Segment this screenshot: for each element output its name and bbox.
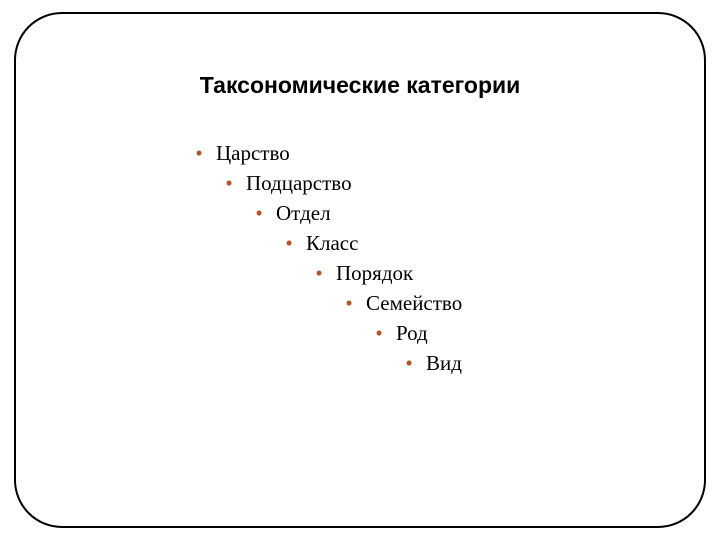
taxonomy-item-label: Отдел (276, 198, 331, 228)
bullet-icon: • (310, 258, 328, 288)
taxonomy-list: •Царство•Подцарство•Отдел•Класс•Порядок•… (190, 138, 462, 378)
slide-title: Таксономические категории (0, 72, 720, 99)
taxonomy-item: • Подцарство (220, 168, 462, 198)
taxonomy-item: • Класс (280, 228, 462, 258)
taxonomy-item: • Порядок (310, 258, 462, 288)
taxonomy-item: • Семейство (340, 288, 462, 318)
taxonomy-item-label: Царство (216, 138, 290, 168)
taxonomy-item: • Отдел (250, 198, 462, 228)
taxonomy-item: • Род (370, 318, 462, 348)
bullet-icon: • (250, 198, 268, 228)
taxonomy-item: • Вид (400, 348, 462, 378)
bullet-icon: • (340, 288, 358, 318)
bullet-icon: • (370, 318, 388, 348)
bullet-icon: • (220, 168, 238, 198)
taxonomy-item: • Царство (190, 138, 462, 168)
taxonomy-item-label: Род (396, 318, 428, 348)
bullet-icon: • (400, 348, 418, 378)
bullet-icon: • (280, 228, 298, 258)
taxonomy-item-label: Порядок (336, 258, 413, 288)
taxonomy-item-label: Вид (426, 348, 462, 378)
taxonomy-item-label: Подцарство (246, 168, 352, 198)
taxonomy-item-label: Семейство (366, 288, 462, 318)
taxonomy-item-label: Класс (306, 228, 358, 258)
bullet-icon: • (190, 138, 208, 168)
